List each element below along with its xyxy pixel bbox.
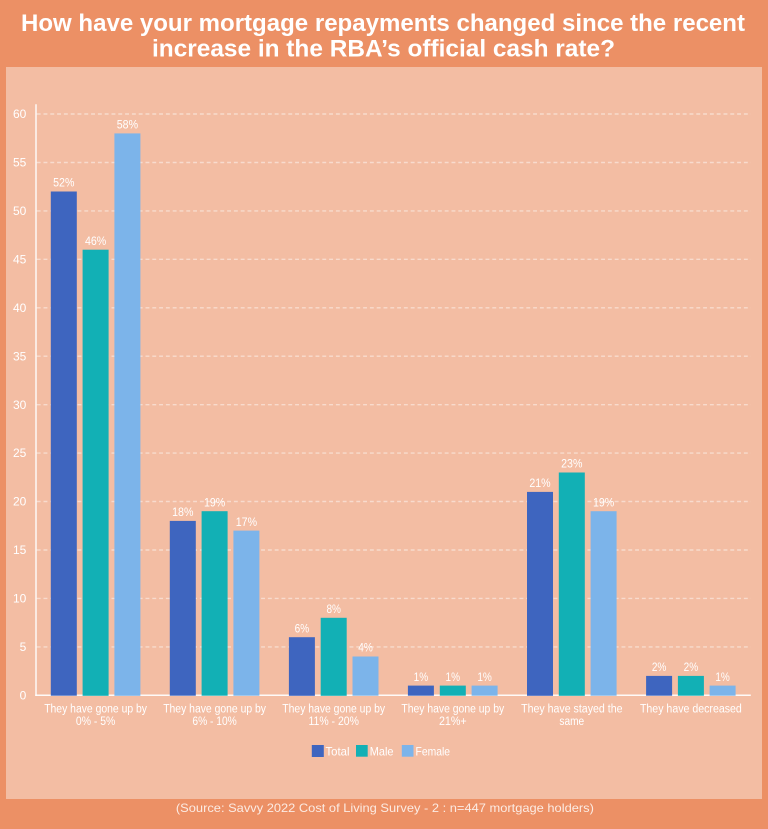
svg-text:58%: 58%: [117, 118, 139, 132]
svg-text:15: 15: [13, 543, 27, 557]
svg-text:30: 30: [13, 398, 27, 412]
svg-text:Total: Total: [326, 745, 350, 759]
svg-text:50: 50: [13, 204, 27, 218]
svg-text:How have your mortgage repayme: How have your mortgage repayments change…: [21, 10, 745, 37]
svg-text:21%: 21%: [529, 476, 551, 490]
svg-text:5: 5: [20, 640, 27, 654]
svg-text:18%: 18%: [172, 505, 194, 519]
svg-text:17%: 17%: [236, 515, 258, 529]
svg-text:45: 45: [13, 252, 27, 266]
svg-text:They have decreased: They have decreased: [640, 703, 742, 715]
svg-text:20: 20: [13, 495, 27, 509]
svg-text:1%: 1%: [446, 670, 461, 684]
svg-text:2%: 2%: [684, 660, 699, 674]
svg-text:2%: 2%: [652, 660, 667, 674]
svg-text:6%: 6%: [295, 621, 310, 635]
svg-text:40: 40: [13, 301, 27, 315]
svg-text:60: 60: [13, 107, 27, 121]
svg-text:19%: 19%: [204, 495, 226, 509]
svg-text:25: 25: [13, 446, 27, 460]
svg-text:23%: 23%: [561, 457, 583, 471]
svg-text:11% - 20%: 11% - 20%: [308, 716, 359, 728]
svg-text:0: 0: [20, 688, 27, 702]
svg-text:52%: 52%: [53, 176, 75, 190]
svg-text:19%: 19%: [593, 495, 615, 509]
svg-text:1%: 1%: [477, 670, 492, 684]
svg-text:They have gone up by: They have gone up by: [401, 703, 504, 715]
svg-text:35: 35: [13, 349, 27, 363]
svg-text:same: same: [559, 716, 584, 728]
svg-text:0% - 5%: 0% - 5%: [76, 716, 115, 728]
svg-text:21%+: 21%+: [439, 716, 467, 728]
svg-text:4%: 4%: [358, 641, 373, 655]
svg-text:increase in the RBA’s official: increase in the RBA’s official cash rate…: [152, 36, 615, 63]
svg-text:They have gone up by: They have gone up by: [44, 703, 147, 715]
svg-text:(Source: Savvy 2022 Cost of Li: (Source: Savvy 2022 Cost of Living Surve…: [176, 801, 594, 815]
svg-text:55: 55: [13, 156, 27, 170]
svg-text:46%: 46%: [85, 234, 107, 248]
svg-text:They have gone up by: They have gone up by: [163, 703, 266, 715]
svg-text:1%: 1%: [715, 670, 730, 684]
svg-text:They have gone up by: They have gone up by: [282, 703, 385, 715]
svg-text:10: 10: [13, 592, 27, 606]
svg-text:6% - 10%: 6% - 10%: [192, 716, 236, 728]
svg-text:1%: 1%: [414, 670, 429, 684]
svg-text:Female: Female: [416, 745, 451, 759]
svg-text:They have stayed the: They have stayed the: [521, 703, 622, 715]
svg-text:8%: 8%: [326, 602, 341, 616]
svg-text:Male: Male: [370, 745, 394, 759]
